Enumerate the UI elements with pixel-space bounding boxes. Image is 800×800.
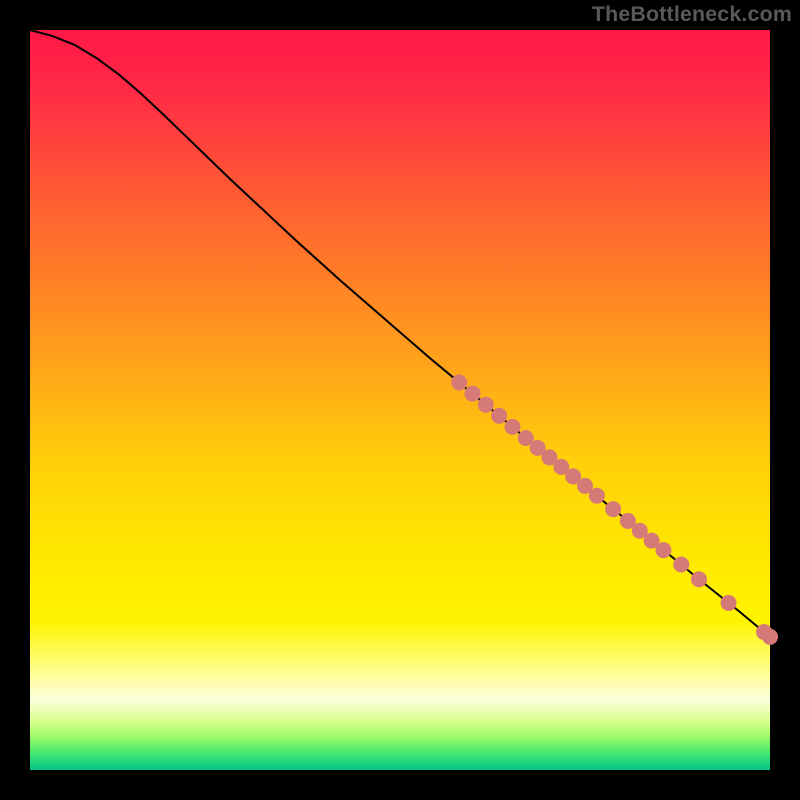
curve-marker bbox=[762, 629, 778, 645]
curve-marker bbox=[504, 419, 520, 435]
source-watermark: TheBottleneck.com bbox=[592, 2, 792, 27]
curve-marker bbox=[491, 408, 507, 424]
curve-marker bbox=[655, 542, 671, 558]
curve-marker bbox=[589, 488, 605, 504]
chart-root: TheBottleneck.com bbox=[0, 0, 800, 800]
curve-marker bbox=[465, 386, 481, 402]
curve-marker bbox=[673, 557, 689, 573]
curve-marker bbox=[451, 374, 467, 390]
chart-svg bbox=[0, 0, 800, 800]
curve-marker bbox=[605, 501, 621, 517]
curve-marker bbox=[478, 397, 494, 413]
plot-background bbox=[30, 30, 770, 770]
curve-marker bbox=[721, 595, 737, 611]
curve-marker bbox=[691, 571, 707, 587]
